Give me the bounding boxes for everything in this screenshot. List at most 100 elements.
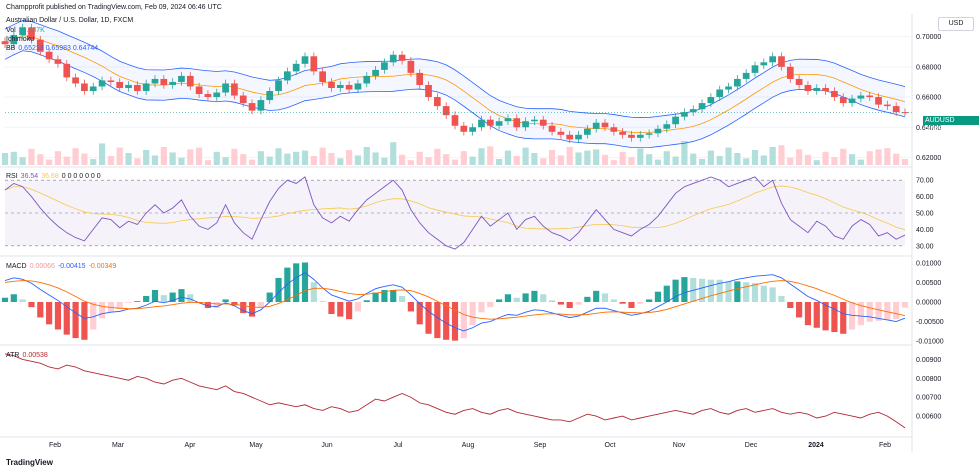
volume-bar-54: [478, 148, 485, 165]
macd-hist-bar-87: [769, 287, 776, 302]
bb-upper-line: [4, 20, 906, 118]
macd-hist-bar-79: [698, 278, 706, 302]
macd-hist-bar-21: [187, 294, 194, 302]
candle-body-77: [681, 112, 688, 117]
volume-bar-95: [840, 148, 847, 165]
macd-hist-bar-100: [884, 302, 891, 321]
macd-hist-bar-70: [619, 302, 626, 304]
volume-bar-68: [601, 154, 609, 165]
macd-hist-bar-86: [760, 285, 767, 302]
candle-body-40: [354, 83, 362, 90]
volume-bar-25: [222, 157, 229, 165]
macd-tick-4: -0.01000: [916, 339, 944, 346]
candle-body-6: [54, 59, 62, 64]
candle-body-47: [416, 72, 424, 85]
volume-bar-34: [301, 150, 309, 165]
rsi-tick-2: 50.00: [916, 211, 934, 218]
candle-body-51: [451, 115, 459, 126]
ichimoku-label: Ichimoku: [6, 36, 35, 43]
candle-body-5: [45, 51, 53, 60]
volume-bar-81: [716, 156, 723, 165]
volume-bar-32: [284, 153, 291, 165]
volume-bar-94: [831, 157, 838, 165]
candle-body-81: [716, 89, 724, 98]
macd-hist-bar-37: [328, 302, 335, 315]
atr-value: 0.00538: [22, 352, 48, 359]
volume-bar-62: [548, 150, 556, 165]
time-tick-0: Feb: [49, 442, 61, 449]
candle-body-37: [328, 81, 335, 88]
ichimoku-legend: Ichimoku: [6, 36, 37, 43]
volume-bar-1: [10, 151, 17, 165]
volume-bar-13: [116, 147, 123, 165]
volume-bar-50: [443, 154, 450, 165]
macd-label: MACD: [6, 263, 27, 270]
candle-body-17: [151, 78, 159, 84]
volume-bar-64: [566, 147, 573, 165]
rsi-ma-line: [4, 185, 906, 230]
candle-body-52: [460, 125, 468, 132]
volume-bar-49: [434, 148, 441, 165]
macd-hist-bar-63: [557, 302, 564, 305]
macd-signal-value: -0.00349: [88, 263, 117, 270]
volume-bar-57: [504, 150, 512, 165]
candle-body-101: [892, 106, 900, 113]
macd-hist-bar-53: [469, 302, 476, 326]
time-tick-5: Jul: [394, 442, 403, 449]
macd-hist-bar-34: [301, 262, 309, 302]
volume-bar-92: [813, 160, 820, 165]
volume-bar-19: [169, 152, 176, 165]
candle-body-87: [769, 56, 776, 63]
volume-bar-42: [372, 152, 379, 165]
candle-body-10: [89, 86, 97, 92]
vol-label: Vol: [6, 27, 16, 34]
candle-body-84: [742, 72, 750, 79]
macd-hist-bar-45: [398, 295, 406, 302]
candle-body-14: [125, 84, 132, 88]
macd-line-value: -0.00415: [57, 263, 86, 270]
rsi-tick-1: 60.00: [916, 194, 934, 201]
time-tick-8: Oct: [605, 442, 616, 449]
macd-hist-bar-90: [796, 302, 803, 318]
macd-hist-bar-9: [81, 302, 88, 340]
macd-hist-bar-3: [28, 302, 35, 308]
price-tick-4: 0.62000: [916, 155, 941, 162]
volume-bar-71: [628, 157, 635, 165]
rsi-value: 36.54: [20, 173, 39, 180]
price-tag-price: 0.64993: [925, 126, 951, 133]
macd-hist-bar-93: [822, 302, 829, 331]
macd-hist-bar-4: [37, 302, 44, 318]
atr-legend: ATR 0.00538: [6, 352, 51, 359]
time-tick-4: Jun: [321, 442, 332, 449]
time-tick-7: Sep: [534, 442, 547, 449]
currency-button[interactable]: USD: [938, 17, 974, 31]
candle-body-19: [169, 81, 176, 85]
candle-body-56: [495, 121, 503, 126]
macd-hist-bar-51: [451, 302, 459, 341]
price-tick-3: 0.64000: [916, 125, 941, 132]
candle-body-85: [751, 65, 759, 73]
macd-hist-bar-30: [266, 292, 273, 302]
volume-bar-18: [160, 147, 167, 165]
volume-bar-99: [875, 149, 882, 165]
macd-hist-bar-0: [1, 297, 9, 302]
macd-hist-bar-41: [363, 300, 370, 302]
candle-body-67: [592, 122, 600, 129]
macd-hist-bar-99: [875, 302, 882, 321]
volume-bar-11: [98, 143, 106, 165]
candle-body-44: [389, 54, 397, 63]
macd-hist-bar-96: [848, 302, 856, 330]
candle-body-34: [301, 56, 309, 64]
candle-body-73: [645, 133, 653, 135]
volume-bar-36: [319, 147, 326, 165]
candle-body-13: [116, 81, 124, 88]
macd-hist-bar-43: [381, 289, 388, 302]
macd-tick-2: 0.00000: [916, 300, 941, 307]
price-tag: AUDUSD 0.64993: [923, 116, 979, 133]
macd-hist-bar-73: [646, 299, 653, 302]
candle-body-9: [81, 83, 88, 92]
candle-body-53: [469, 127, 476, 132]
time-tick-11: 2024: [808, 442, 824, 449]
macd-hist-bar-52: [460, 302, 467, 339]
